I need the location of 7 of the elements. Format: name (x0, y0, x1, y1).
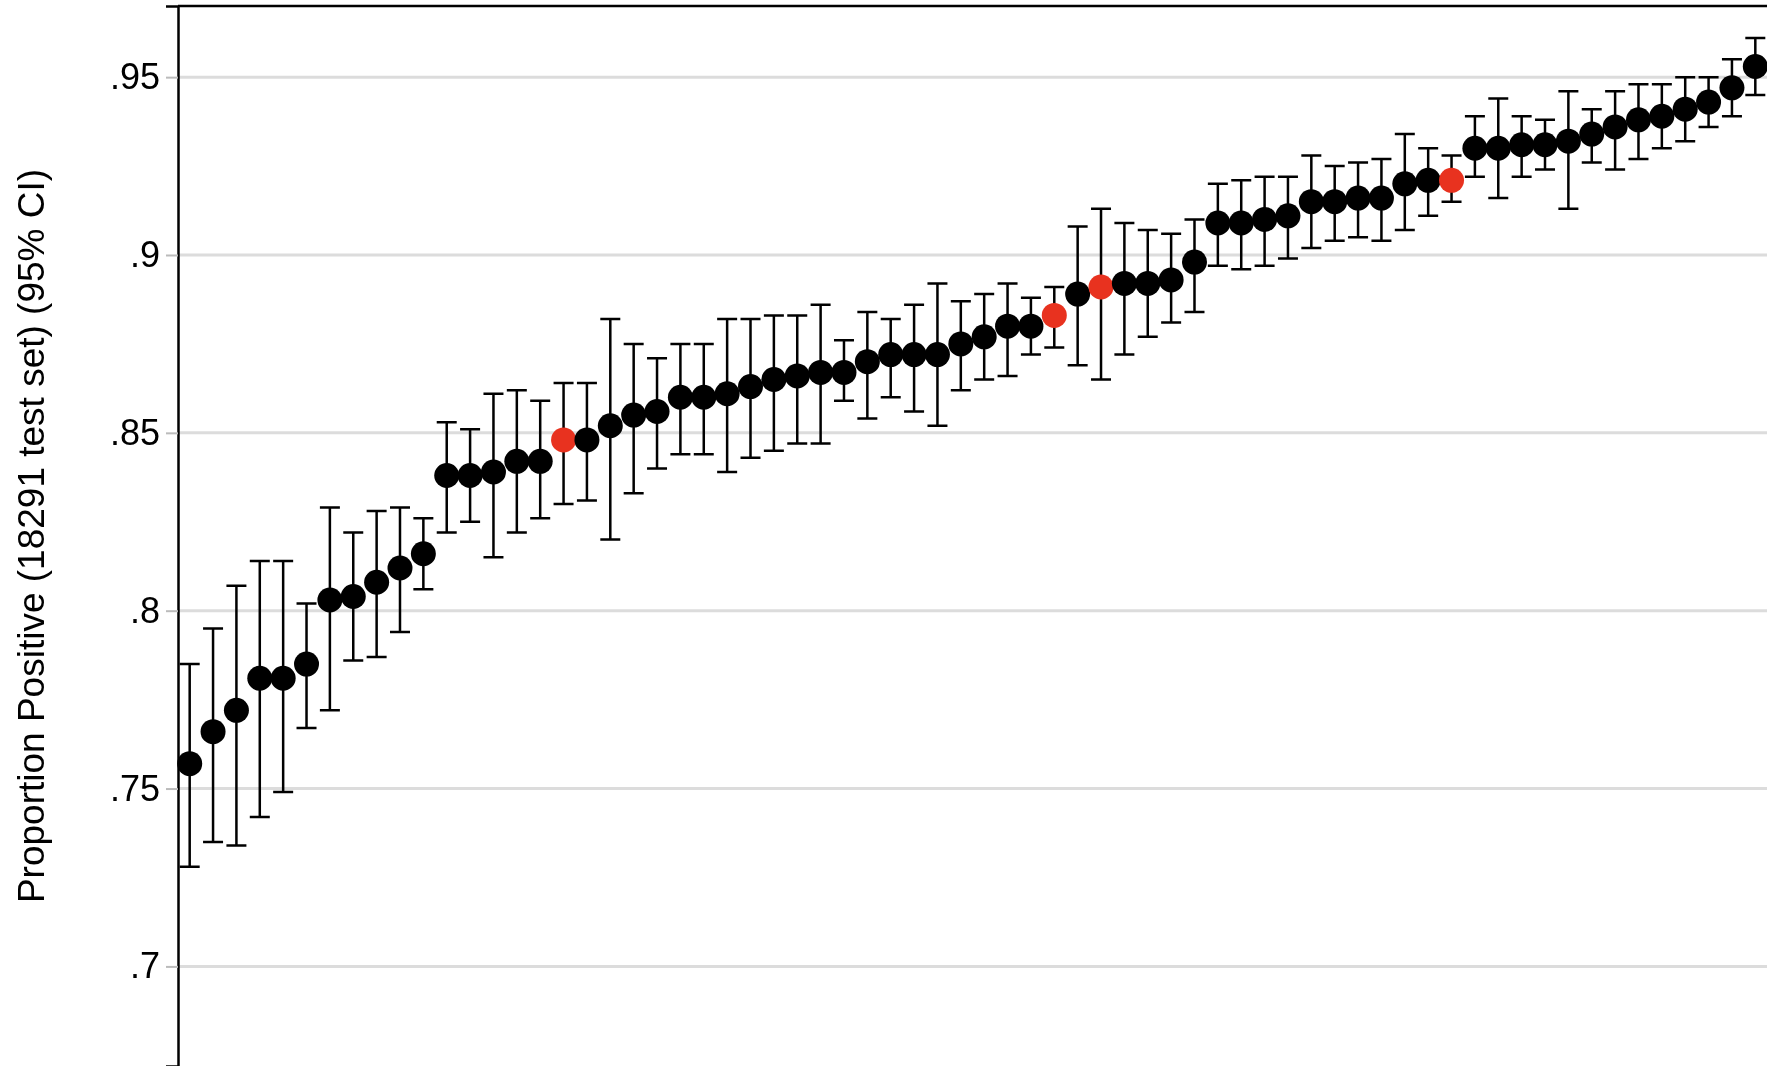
y-tick-label: .95 (109, 56, 160, 98)
y-axis-title: Proportion Positive (18291 test set) (95% CI) (11, 168, 52, 904)
y-tick-label: .8 (129, 589, 160, 631)
y-tick-label: .9 (129, 234, 160, 276)
y-tick-label: .7 (129, 945, 160, 987)
y-tick-label: .85 (109, 411, 160, 453)
y-tick-label: .75 (109, 767, 160, 809)
